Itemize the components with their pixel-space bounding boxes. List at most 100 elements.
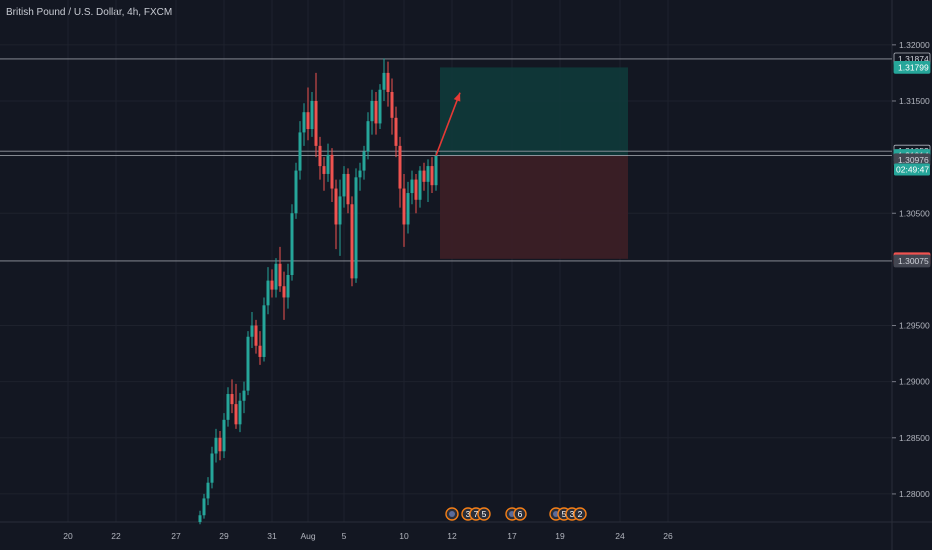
candle	[282, 271, 286, 320]
candle	[250, 312, 254, 348]
candle-body	[266, 280, 270, 306]
candle	[298, 121, 302, 180]
candle	[222, 413, 226, 459]
candle	[302, 103, 306, 146]
time-tick-label: 31	[267, 531, 277, 541]
candle-body	[270, 280, 274, 290]
price-tick-label: 1.29000	[899, 377, 930, 387]
candle-body	[238, 400, 242, 425]
candle-body	[390, 91, 394, 118]
candle-body	[410, 179, 414, 194]
candle-body	[370, 100, 374, 122]
candle	[358, 162, 362, 191]
candle-body	[254, 325, 258, 346]
candle	[362, 145, 366, 180]
candle-body	[334, 188, 338, 225]
candle-body	[246, 336, 250, 391]
candle	[378, 84, 382, 130]
candle	[350, 196, 354, 287]
candle-body	[306, 112, 310, 130]
price-tick-label: 1.29500	[899, 321, 930, 331]
candle	[346, 168, 350, 214]
symbol-title: British Pound / U.S. Dollar, 4h, FXCM	[6, 7, 173, 18]
arrow-head	[453, 92, 461, 102]
candle-body	[386, 72, 390, 92]
event-marker-ring	[477, 507, 491, 521]
candle	[394, 106, 398, 158]
candle	[382, 58, 386, 101]
time-tick-label: 26	[663, 531, 673, 541]
candle	[242, 381, 246, 414]
candle-body	[226, 394, 230, 420]
time-tick-label: 27	[171, 531, 181, 541]
event-marker-ring	[513, 507, 527, 521]
price-label-text: 1.31874	[898, 54, 929, 64]
candle-body	[314, 100, 318, 146]
candle-body	[330, 154, 334, 189]
candle	[434, 151, 438, 191]
candle-body	[326, 154, 330, 174]
candle-body	[310, 100, 314, 130]
countdown-text: 02:49:47	[896, 165, 929, 175]
candle	[430, 157, 434, 194]
candle	[246, 331, 250, 396]
candle-body	[214, 437, 218, 454]
candle	[330, 148, 334, 203]
event-marker: 2	[573, 507, 587, 521]
time-tick-label: 19	[555, 531, 565, 541]
event-marker-ring	[573, 507, 587, 521]
price-label-bg	[893, 61, 931, 74]
price-label-text: 1.30075	[898, 256, 929, 266]
candle	[406, 181, 410, 234]
candles	[198, 58, 438, 525]
candle	[398, 136, 402, 208]
candle	[422, 162, 426, 191]
candle-body	[206, 482, 210, 499]
candle-body	[354, 177, 358, 279]
candle	[366, 112, 370, 160]
candle	[210, 446, 214, 489]
candle-body	[394, 117, 398, 146]
time-tick-label: 5	[342, 531, 347, 541]
candle-body	[358, 170, 362, 178]
price-label-bg	[893, 254, 931, 268]
target-zone	[440, 67, 628, 156]
candle	[270, 269, 274, 298]
price-tick-label: 1.28000	[899, 489, 930, 499]
price-tick-label: 1.30500	[899, 208, 930, 218]
event-marker-count: 5	[482, 509, 487, 519]
event-marker-count: 5	[562, 509, 567, 519]
candle	[258, 331, 262, 365]
candle	[322, 157, 326, 191]
candle-body	[258, 345, 262, 357]
candle-body	[290, 213, 294, 275]
arrow-shaft	[435, 92, 461, 156]
candle	[202, 493, 206, 519]
countdown-label: 02:49:47	[894, 163, 930, 176]
candle	[214, 428, 218, 463]
candle	[390, 78, 394, 135]
candle	[234, 383, 238, 429]
time-tick-label: 22	[111, 531, 121, 541]
candle	[314, 72, 318, 158]
price-tick-label: 1.32000	[899, 40, 930, 50]
candle	[426, 159, 430, 203]
candle-body	[250, 325, 254, 337]
candle-body	[414, 179, 418, 200]
candle	[326, 143, 330, 182]
candle	[414, 173, 418, 214]
candle	[342, 166, 346, 208]
candle	[218, 431, 222, 461]
price-label-text: 1.30976	[898, 155, 929, 165]
horizontal-lines	[0, 58, 892, 262]
candle-body	[418, 170, 422, 200]
candle	[354, 168, 358, 283]
candle	[334, 179, 338, 250]
candle	[370, 89, 374, 135]
candle-body	[262, 305, 266, 357]
event-marker	[445, 507, 459, 521]
time-tick-label: 10	[399, 531, 409, 541]
candle-body	[218, 437, 222, 452]
event-marker-count: 7	[474, 509, 479, 519]
